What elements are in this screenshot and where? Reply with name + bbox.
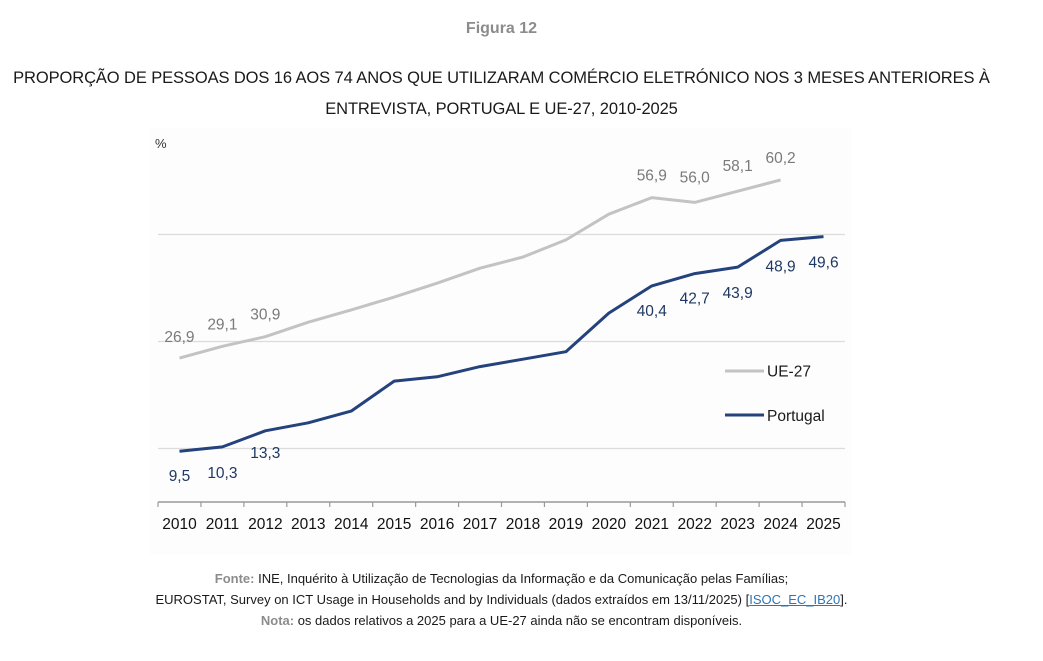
chart-title-line-2: ENTREVISTA, PORTUGAL E UE-27, 2010-2025	[325, 100, 678, 118]
data-label-portugal-2024: 48,9	[766, 258, 796, 275]
data-label-portugal-2010: 9,5	[169, 468, 191, 485]
series-lines	[179, 178, 824, 453]
series-line-ue27	[179, 178, 781, 360]
data-label-portugal-2025: 49,6	[808, 255, 838, 272]
data-label-portugal-2011: 10,3	[207, 465, 237, 482]
legend-label-portugal: Portugal	[767, 408, 825, 425]
note-key: Nota:	[260, 613, 295, 628]
legend-item-portugal: Portugal	[725, 408, 825, 425]
x-tick-label-2010: 2010	[162, 516, 197, 533]
note-text: os dados relativos a 2025 para a UE-27 a…	[294, 613, 743, 628]
source-text-1: INE, Inquérito à Utilização de Tecnologi…	[254, 571, 789, 586]
x-tick-label-2021: 2021	[635, 516, 669, 533]
figure-footer: Fonte: INE, Inquérito à Utilização de Te…	[0, 568, 1003, 631]
x-tick-label-2013: 2013	[291, 516, 325, 533]
legend-item-ue27: UE-27	[725, 364, 811, 381]
data-label-portugal-2023: 43,9	[723, 285, 753, 302]
data-label-ue27-2021: 56,9	[637, 168, 667, 185]
source-text-2-end: ].	[840, 592, 848, 607]
data-label-ue27-2023: 58,1	[723, 158, 753, 175]
chart-title-line-1: PROPORÇÃO DE PESSOAS DOS 16 AOS 74 ANOS …	[13, 69, 990, 87]
source-dataset-link[interactable]: ISOC_EC_IB20	[749, 592, 841, 607]
data-label-ue27-2011: 29,1	[207, 316, 237, 333]
legend-label-ue27: UE-27	[767, 364, 811, 381]
y-axis-unit-label: %	[155, 136, 167, 151]
data-labels: 26,9 29,1 30,9 56,9 56,0 58,1 60,2 9,5 10,3 13,3 4…	[164, 150, 838, 485]
data-label-portugal-2022: 42,7	[680, 291, 710, 308]
x-tick-label-2012: 2012	[248, 516, 282, 533]
x-tick-label-2018: 2018	[506, 516, 540, 533]
chart-title: PROPORÇÃO DE PESSOAS DOS 16 AOS 74 ANOS …	[0, 63, 1003, 125]
data-label-portugal-2021: 40,4	[637, 303, 668, 320]
x-tick-label-2020: 2020	[592, 516, 627, 533]
x-axis: 2010 2011 2012 2013 2014 2015 2016 2017 2018 2019…	[157, 501, 846, 533]
source-key: Fonte:	[214, 571, 255, 586]
x-tick-label-2017: 2017	[463, 516, 497, 533]
x-tick-label-2025: 2025	[806, 516, 840, 533]
data-label-portugal-2012: 13,3	[250, 445, 280, 462]
figure-label: Figura 12	[465, 20, 538, 37]
source-line-1: Fonte: INE, Inquérito à Utilização de Te…	[0, 568, 1003, 589]
data-label-ue27-2010: 26,9	[164, 329, 194, 346]
source-text-2: EUROSTAT, Survey on ICT Usage in Househo…	[155, 592, 750, 607]
x-tick-label-2019: 2019	[549, 516, 583, 533]
legend: UE-27 Portugal	[725, 364, 825, 425]
x-tick-label-2023: 2023	[720, 516, 754, 533]
x-tick-label-2015: 2015	[377, 516, 411, 533]
series-line-portugal	[179, 235, 824, 453]
data-label-ue27-2012: 30,9	[250, 307, 280, 324]
source-line-2: EUROSTAT, Survey on ICT Usage in Househo…	[0, 589, 1003, 610]
data-label-ue27-2024: 60,2	[766, 150, 796, 167]
x-tick-label-2011: 2011	[206, 516, 239, 533]
x-tick-label-2024: 2024	[763, 516, 798, 533]
x-tick-label-2014: 2014	[334, 516, 369, 533]
data-label-ue27-2022: 56,0	[680, 169, 711, 186]
note-line: Nota: os dados relativos a 2025 para a U…	[0, 610, 1003, 631]
x-tick-label-2016: 2016	[420, 516, 454, 533]
gridlines	[158, 233, 845, 450]
x-tick-label-2022: 2022	[677, 516, 711, 533]
